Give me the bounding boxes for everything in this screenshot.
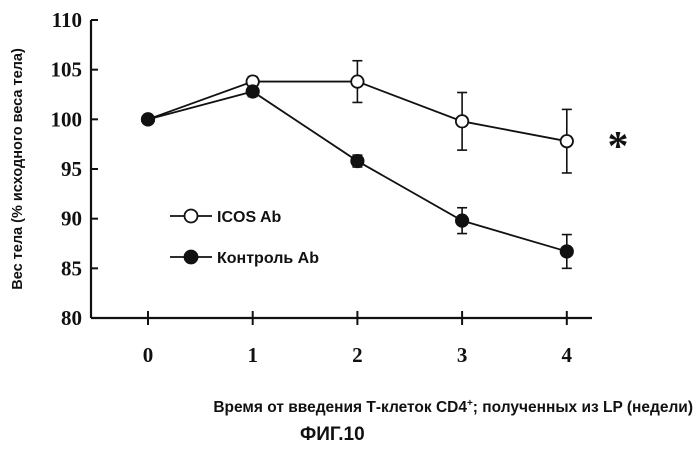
series-group — [142, 61, 573, 269]
y-tick-label-90: 90 — [61, 207, 82, 231]
x-tick-label-2: 2 — [352, 343, 363, 367]
y-tick-label-80: 80 — [61, 306, 82, 330]
x-tick-label-1: 1 — [247, 343, 258, 367]
y-tick-label-95: 95 — [61, 157, 82, 181]
y-tick-label-100: 100 — [51, 107, 83, 131]
legend-marker — [185, 251, 198, 264]
series-line — [148, 92, 567, 252]
x-axis-label: Время от введения Т-клеток CD4+; получен… — [0, 398, 699, 417]
legend-marker — [185, 210, 198, 223]
axes — [91, 20, 592, 318]
y-axis-label: Вес тела (% исходного веса тела) — [10, 48, 26, 290]
data-point — [142, 113, 154, 125]
y-tick-label-85: 85 — [61, 256, 82, 280]
x-tick-label-4: 4 — [562, 343, 573, 367]
y-tick-label-110: 110 — [52, 8, 82, 32]
legend: ICOS Ab Контроль Ab — [170, 209, 319, 267]
y-tick-label-105: 105 — [51, 58, 83, 82]
legend-label: Контроль Ab — [217, 250, 319, 267]
x-axis-label-rest: ; полученных из LP (недели) — [473, 399, 693, 416]
legend-label: ICOS Ab — [217, 209, 282, 226]
data-point — [456, 115, 468, 127]
x-axis-label-main: Время от введения Т-клеток CD4 — [213, 399, 467, 416]
figure-label: ФИГ.10 — [300, 424, 440, 446]
significance-mark: * — [608, 124, 629, 170]
series-control-ab — [142, 85, 573, 268]
x-ticks: 0 1 2 3 4 — [143, 311, 573, 367]
data-point — [247, 85, 259, 97]
data-point — [561, 245, 573, 257]
data-point — [561, 135, 573, 147]
data-point — [351, 75, 363, 87]
x-tick-label-0: 0 — [143, 343, 154, 367]
data-point — [351, 155, 363, 167]
data-point — [456, 214, 468, 226]
x-tick-label-3: 3 — [457, 343, 468, 367]
